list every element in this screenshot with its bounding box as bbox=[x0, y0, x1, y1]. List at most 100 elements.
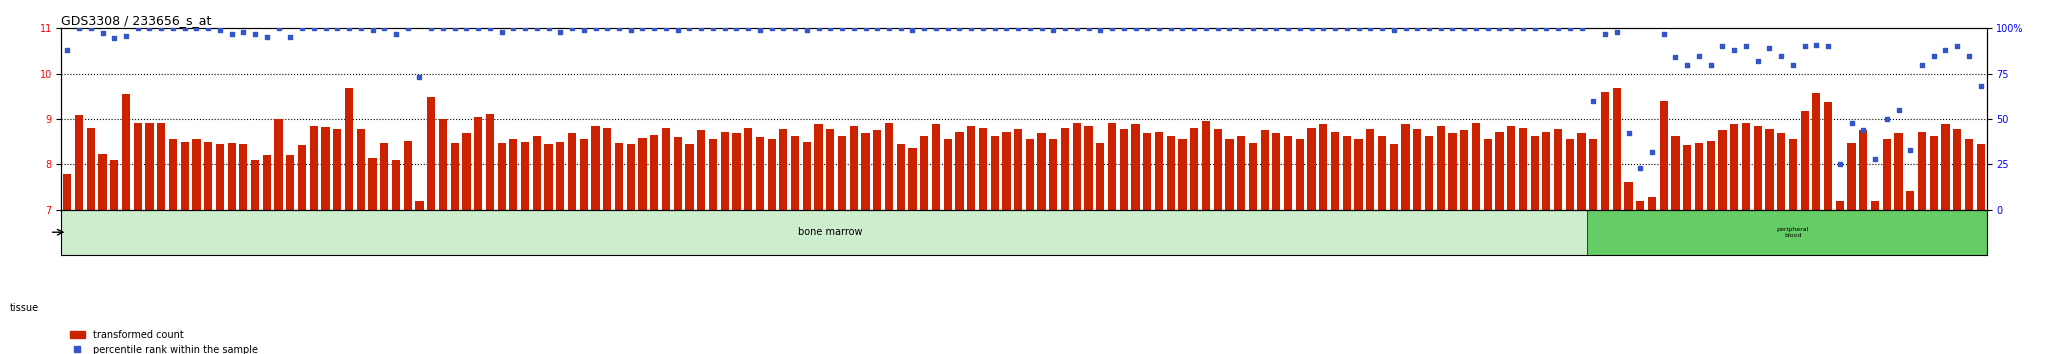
Point bbox=[356, 27, 389, 33]
Bar bbox=[1343, 136, 1352, 210]
Point bbox=[297, 25, 330, 31]
Point bbox=[1378, 27, 1411, 33]
Point bbox=[1765, 53, 1798, 58]
Bar bbox=[1237, 136, 1245, 210]
Bar bbox=[614, 143, 623, 210]
Point bbox=[954, 25, 987, 31]
Bar bbox=[1530, 136, 1538, 210]
Bar bbox=[872, 130, 881, 210]
Bar bbox=[1942, 124, 1950, 210]
Bar bbox=[1495, 132, 1503, 210]
Bar bbox=[1401, 124, 1409, 210]
Point bbox=[1001, 25, 1034, 31]
Point bbox=[942, 25, 975, 31]
Bar bbox=[850, 126, 858, 210]
Point bbox=[989, 25, 1022, 31]
Bar bbox=[381, 143, 389, 210]
Bar bbox=[1096, 143, 1104, 210]
Bar bbox=[205, 142, 213, 210]
Bar bbox=[1460, 130, 1468, 210]
Point bbox=[649, 25, 682, 31]
Bar bbox=[1249, 143, 1257, 210]
Point bbox=[791, 27, 823, 33]
Bar bbox=[1085, 126, 1094, 210]
Point bbox=[98, 35, 131, 41]
Point bbox=[332, 25, 365, 31]
Point bbox=[1026, 25, 1059, 31]
Bar bbox=[649, 135, 657, 210]
Point bbox=[1108, 25, 1141, 31]
Bar bbox=[1835, 201, 1843, 210]
Point bbox=[825, 25, 858, 31]
Bar bbox=[297, 145, 307, 210]
Bar bbox=[1812, 93, 1821, 210]
Bar bbox=[133, 124, 141, 210]
Bar bbox=[1448, 133, 1456, 210]
Point bbox=[285, 25, 319, 31]
Point bbox=[250, 35, 283, 40]
Point bbox=[1307, 25, 1339, 31]
Point bbox=[1190, 25, 1223, 31]
Bar bbox=[76, 115, 84, 210]
Bar bbox=[991, 136, 999, 210]
FancyBboxPatch shape bbox=[61, 210, 1587, 255]
Bar bbox=[1366, 129, 1374, 210]
Bar bbox=[63, 174, 72, 210]
Point bbox=[1083, 27, 1116, 33]
Point bbox=[1706, 44, 1739, 49]
Bar bbox=[1284, 136, 1292, 210]
Point bbox=[1460, 25, 1493, 31]
Text: bone marrow: bone marrow bbox=[799, 227, 862, 237]
Bar bbox=[1800, 111, 1808, 210]
Point bbox=[555, 25, 588, 31]
Point bbox=[1202, 25, 1235, 31]
Bar bbox=[674, 137, 682, 210]
Point bbox=[1823, 161, 1855, 167]
Point bbox=[1130, 25, 1163, 31]
Point bbox=[1530, 25, 1563, 31]
Point bbox=[1952, 53, 1985, 58]
Point bbox=[684, 25, 717, 31]
Bar bbox=[158, 124, 166, 210]
Bar bbox=[686, 144, 694, 210]
Bar bbox=[920, 136, 928, 210]
Bar bbox=[756, 137, 764, 210]
Bar bbox=[1225, 139, 1233, 210]
Point bbox=[1014, 25, 1047, 31]
Bar bbox=[1425, 136, 1434, 210]
Bar bbox=[967, 126, 975, 210]
Bar bbox=[1038, 133, 1047, 210]
Point bbox=[756, 25, 788, 31]
Point bbox=[145, 25, 178, 31]
Point bbox=[1659, 55, 1692, 60]
Point bbox=[215, 31, 248, 36]
Point bbox=[532, 25, 565, 31]
Point bbox=[743, 27, 776, 33]
Bar bbox=[1378, 136, 1386, 210]
Bar bbox=[145, 124, 154, 210]
Point bbox=[1800, 42, 1833, 47]
Point bbox=[322, 25, 354, 31]
Bar bbox=[334, 129, 342, 210]
Point bbox=[1599, 29, 1632, 35]
Bar bbox=[567, 133, 575, 210]
Bar bbox=[1473, 122, 1481, 210]
Bar bbox=[403, 141, 412, 210]
Point bbox=[838, 25, 870, 31]
Point bbox=[1470, 25, 1503, 31]
Bar bbox=[557, 142, 565, 210]
Bar bbox=[168, 139, 176, 210]
Point bbox=[1753, 45, 1786, 51]
Bar bbox=[1577, 133, 1585, 210]
Point bbox=[907, 25, 940, 31]
Bar bbox=[979, 128, 987, 210]
Point bbox=[1436, 25, 1468, 31]
Point bbox=[1401, 25, 1434, 31]
Bar bbox=[1589, 139, 1597, 210]
Bar bbox=[709, 139, 717, 210]
Bar bbox=[1788, 139, 1796, 210]
Bar bbox=[825, 129, 834, 210]
Bar bbox=[309, 126, 317, 210]
Bar bbox=[438, 119, 446, 210]
Point bbox=[498, 25, 530, 31]
